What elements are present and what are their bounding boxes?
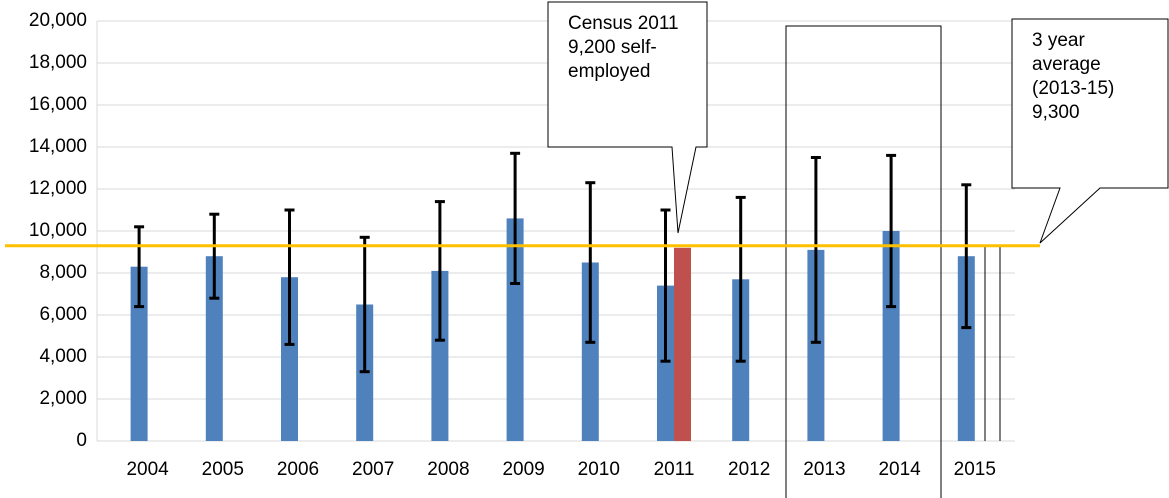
- y-tick-label: 6,000: [39, 304, 87, 325]
- error-bar: [961, 183, 972, 330]
- callout-text: Census 2011: [568, 13, 679, 34]
- period-box: [785, 25, 942, 498]
- bar: [581, 262, 599, 441]
- y-tick-label: 8,000: [39, 262, 87, 283]
- x-tick-label: 2007: [352, 459, 394, 480]
- y-tick-label: 14,000: [29, 136, 87, 157]
- x-tick-label: 2012: [728, 459, 770, 480]
- bar: [674, 247, 691, 441]
- error-bar: [359, 235, 370, 374]
- y-tick-label: 4,000: [39, 346, 87, 367]
- bar: [205, 256, 223, 441]
- bar: [506, 218, 524, 441]
- error-bar: [209, 212, 220, 300]
- error-bar: [510, 151, 521, 285]
- error-bar: [284, 208, 295, 346]
- bar: [657, 285, 674, 441]
- callout-text: average: [1032, 54, 1101, 75]
- error-bar: [585, 181, 596, 344]
- x-tick-label: 2015: [954, 459, 996, 480]
- callout-text: (2013-15): [1032, 78, 1114, 99]
- y-tick-label: 18,000: [29, 52, 87, 73]
- x-tick-label: 2014: [878, 459, 921, 480]
- y-tick-label: 12,000: [29, 178, 87, 199]
- x-tick-label: 2013: [803, 459, 845, 480]
- error-bar: [134, 225, 145, 309]
- bar: [431, 270, 449, 441]
- callout-text: 3 year: [1032, 30, 1085, 51]
- y-tick-label: 2,000: [39, 388, 87, 409]
- bar: [130, 266, 148, 441]
- x-tick-label: 2005: [202, 459, 244, 480]
- error-bar: [886, 153, 897, 309]
- y-tick-label: 20,000: [29, 10, 87, 31]
- error-bar: [735, 195, 746, 363]
- x-tick-label: 2004: [126, 459, 169, 480]
- x-tick-label: 2010: [578, 459, 620, 480]
- callout-text: 9,200 self-: [568, 37, 657, 58]
- x-tick-label: 2008: [427, 459, 469, 480]
- error-bar: [434, 200, 445, 342]
- x-tick-label: 2011: [654, 459, 695, 480]
- error-bar: [660, 208, 671, 363]
- bar: [281, 277, 298, 441]
- callout-text: employed: [568, 61, 650, 82]
- x-tick-label: 2006: [277, 459, 319, 480]
- callout-box: [1011, 18, 1169, 244]
- y-tick-label: 10,000: [29, 220, 87, 241]
- y-tick-label: 0: [76, 430, 87, 451]
- bar: [882, 231, 900, 441]
- callout-text: 9,300: [1032, 102, 1080, 123]
- bar: [807, 249, 825, 441]
- callout-box: [547, 1, 708, 234]
- y-tick-label: 16,000: [29, 94, 87, 115]
- error-bar: [810, 156, 821, 344]
- x-tick-label: 2009: [502, 459, 544, 480]
- bar: [957, 256, 975, 441]
